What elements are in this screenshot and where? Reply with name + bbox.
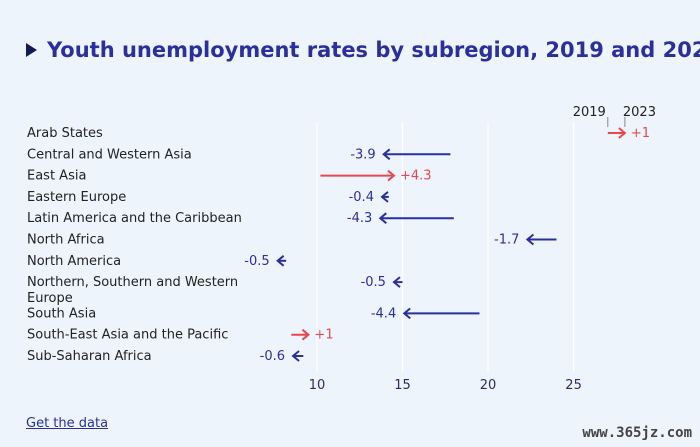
change-label: -1.7 [494,233,519,248]
x-tick-label: 10 [309,378,326,393]
legend-2019-label: 2019 [573,105,606,120]
change-label: -0.6 [260,349,285,364]
x-tick-label: 15 [394,378,411,393]
arrowhead [382,148,391,161]
row-label: South-East Asia and the Pacific [27,328,228,343]
arrowhead [378,212,387,224]
watermark: www.365jz.com [582,425,692,441]
arrowhead [387,169,396,182]
arrowhead [525,233,535,246]
change-label: +4.3 [400,169,432,184]
change-label: -4.4 [371,306,396,321]
chart-title-text: Youth unemployment rates by subregion, 2… [47,38,700,62]
row-label-cont: Europe [27,291,73,306]
change-label: +1 [631,126,650,141]
row-label: Central and Western Asia [27,147,192,162]
change-label: -0.4 [349,190,374,205]
change-label: -0.5 [244,254,269,269]
row-label: Latin America and the Caribbean [27,211,242,226]
arrowhead [618,127,627,139]
arrowhead [392,276,401,288]
arrowhead [291,350,300,362]
chart-title: Youth unemployment rates by subregion, 2… [26,38,700,62]
change-label: -0.5 [361,275,386,290]
change-label: -4.3 [347,211,372,226]
arrowhead [276,255,285,267]
row-label: Arab States [27,126,103,141]
get-data-link[interactable]: Get the data [26,416,109,431]
arrowhead [380,191,389,203]
x-tick-label: 20 [480,378,497,393]
row-label: South Asia [27,306,96,321]
row-label: Northern, Southern and Western [27,275,238,290]
row-label: North America [27,254,121,269]
row-label: East Asia [27,169,86,184]
row-label: North Africa [27,233,105,248]
change-label: +1 [314,328,333,343]
row-label: Sub-Saharan Africa [27,349,152,364]
triangle-icon [26,43,37,57]
arrowhead [402,307,411,320]
change-label: -3.9 [350,147,375,162]
legend-2023-label: 2023 [623,105,656,120]
arrowhead [301,328,310,341]
row-label: Eastern Europe [27,190,126,205]
x-tick-label: 25 [565,378,582,393]
